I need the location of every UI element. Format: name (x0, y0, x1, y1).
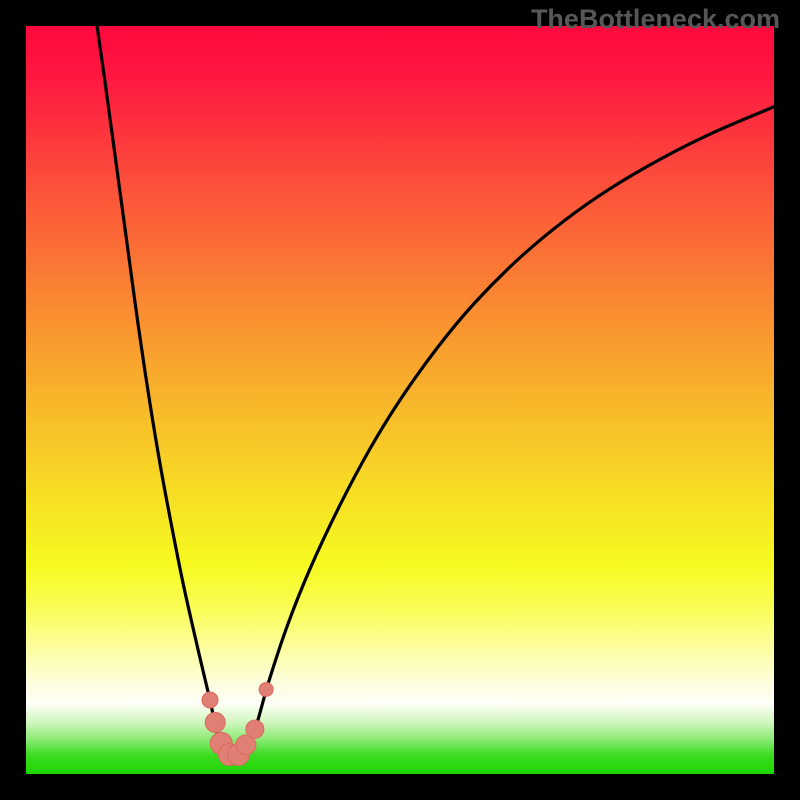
watermark-text: TheBottleneck.com (531, 4, 780, 35)
curve-marker (246, 720, 264, 738)
curve-marker (202, 692, 218, 708)
chart-frame: TheBottleneck.com (0, 0, 800, 800)
curve-layer (26, 26, 774, 774)
bottleneck-curve (97, 26, 774, 756)
curve-marker (205, 712, 225, 732)
plot-area (26, 26, 774, 774)
curve-marker (259, 682, 273, 696)
